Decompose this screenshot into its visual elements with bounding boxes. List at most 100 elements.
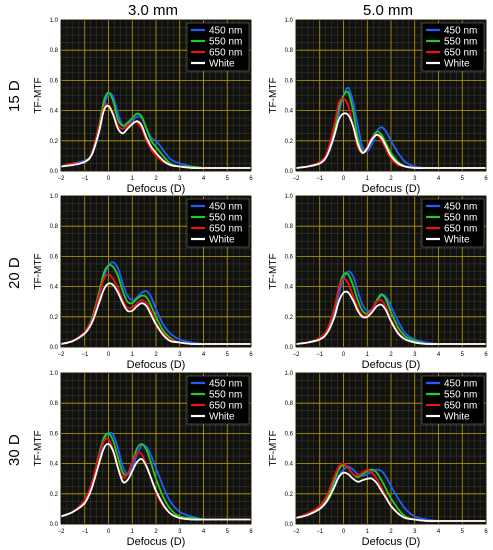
- x-tick-label: 6: [484, 529, 488, 535]
- x-tick-label: 5: [226, 529, 230, 535]
- x-tick-label: 1: [131, 529, 135, 535]
- series-line-white: [295, 112, 486, 169]
- x-axis-label: Defocus (D): [127, 536, 186, 548]
- x-tick-label: −1: [316, 176, 324, 182]
- x-tick-label: 3: [178, 352, 182, 358]
- x-tick-label: 5: [226, 352, 230, 358]
- x-tick-label: 4: [437, 529, 441, 535]
- y-tick-label: 0.0: [50, 522, 59, 528]
- x-tick-label: 1: [366, 176, 370, 182]
- y-axis-label: TF-MTF: [33, 77, 44, 113]
- panel-30mm-15d: −2 −1 0 1 2 3 4 5 6 0.0 0.2 0.4 0.6 0.8 1.0 Defocus (D)…: [33, 18, 253, 195]
- x-axis-label: Defocus (D): [127, 359, 186, 371]
- legend-label: White: [209, 59, 235, 70]
- legend-label: 450 nm: [444, 202, 477, 213]
- x-tick-label: 1: [366, 529, 370, 535]
- y-tick-label: 0.2: [285, 139, 294, 145]
- legend-label: 550 nm: [444, 390, 477, 401]
- y-tick-label: 0.0: [285, 169, 294, 175]
- y-tick-label: 0.4: [285, 109, 294, 115]
- plot-frame: [60, 372, 252, 525]
- x-tick-label: 6: [249, 352, 253, 358]
- legend-label: 650 nm: [209, 48, 242, 59]
- x-tick-label: 0: [342, 529, 346, 535]
- legend-label: 650 nm: [209, 224, 242, 235]
- x-axis-label: Defocus (D): [362, 183, 421, 195]
- series-line-white: [295, 471, 486, 522]
- y-tick-label: 0.4: [50, 109, 59, 115]
- legend-label: 550 nm: [209, 37, 242, 48]
- x-tick-label: −2: [293, 352, 301, 358]
- x-tick-label: 5: [461, 352, 465, 358]
- y-tick-label: 1.0: [50, 18, 59, 24]
- y-tick-label: 0.6: [285, 254, 294, 260]
- x-axis-label: Defocus (D): [127, 183, 186, 195]
- legend-label: 650 nm: [444, 224, 477, 235]
- x-tick-label: 4: [202, 352, 206, 358]
- legend-label: 650 nm: [444, 48, 477, 59]
- y-tick-label: 0.2: [50, 492, 59, 498]
- x-tick-label: −1: [316, 529, 324, 535]
- x-tick-label: 6: [484, 352, 488, 358]
- legend-label: 450 nm: [209, 26, 242, 37]
- x-tick-label: 2: [154, 176, 158, 182]
- y-tick-label: 0.2: [50, 139, 59, 145]
- y-axis-label: TF-MTF: [268, 253, 279, 289]
- x-tick-label: 6: [249, 529, 253, 535]
- y-tick-label: 1.0: [285, 18, 294, 24]
- x-tick-label: 4: [437, 176, 441, 182]
- legend-label: White: [444, 59, 470, 70]
- y-tick-label: 0.0: [50, 169, 59, 175]
- legend-label: 450 nm: [209, 379, 242, 390]
- panel-30mm-20d: −2 −1 0 1 2 3 4 5 6 0.0 0.2 0.4 0.6 0.8 1.0 Defocus (D)…: [33, 194, 253, 371]
- y-tick-label: 1.0: [50, 194, 59, 200]
- x-tick-label: −2: [293, 176, 301, 182]
- x-tick-label: −2: [293, 529, 301, 535]
- column-title-3mm: 3.0 mm: [127, 2, 178, 19]
- y-tick-label: 0.2: [285, 315, 294, 321]
- x-tick-label: −1: [81, 529, 89, 535]
- y-tick-label: 0.8: [50, 48, 59, 54]
- legend-label: White: [444, 412, 470, 423]
- y-tick-label: 0.6: [50, 431, 59, 437]
- y-axis-label: TF-MTF: [268, 430, 279, 466]
- x-tick-label: −2: [58, 529, 66, 535]
- y-tick-label: 0.8: [285, 224, 294, 230]
- x-tick-label: 5: [461, 529, 465, 535]
- x-tick-label: 2: [389, 529, 393, 535]
- x-tick-label: 3: [413, 529, 417, 535]
- legend-label: 450 nm: [444, 379, 477, 390]
- x-tick-label: 4: [202, 176, 206, 182]
- y-tick-label: 0.0: [50, 345, 59, 351]
- x-tick-label: 3: [178, 176, 182, 182]
- legend-label: 650 nm: [444, 401, 477, 412]
- plot-frame: [60, 195, 252, 348]
- y-tick-label: 0.6: [285, 78, 294, 84]
- y-tick-label: 0.4: [285, 285, 294, 291]
- y-tick-label: 0.6: [285, 431, 294, 437]
- x-tick-label: 2: [154, 529, 158, 535]
- legend-label: 550 nm: [209, 213, 242, 224]
- x-tick-label: 1: [131, 176, 135, 182]
- panel-30mm-30d: −2 −1 0 1 2 3 4 5 6 0.0 0.2 0.4 0.6 0.8 1.0 Defocus (D)…: [33, 371, 253, 548]
- y-tick-label: 0.4: [285, 462, 294, 468]
- x-axis-label: Defocus (D): [362, 536, 421, 548]
- series-line-white: [60, 104, 251, 169]
- y-tick-label: 1.0: [285, 371, 294, 377]
- x-tick-label: 0: [342, 352, 346, 358]
- legend-label: 550 nm: [209, 390, 242, 401]
- panel-50mm-15d: −2 −1 0 1 2 3 4 5 6 0.0 0.2 0.4 0.6 0.8 1.0 Defocus (D)…: [268, 18, 488, 195]
- y-tick-label: 0.8: [285, 48, 294, 54]
- legend-label: 450 nm: [444, 26, 477, 37]
- x-tick-label: −1: [81, 352, 89, 358]
- y-axis-label: TF-MTF: [268, 77, 279, 113]
- y-axis-label: TF-MTF: [33, 430, 44, 466]
- legend-label: 550 nm: [444, 213, 477, 224]
- column-title-5mm: 5.0 mm: [362, 2, 413, 19]
